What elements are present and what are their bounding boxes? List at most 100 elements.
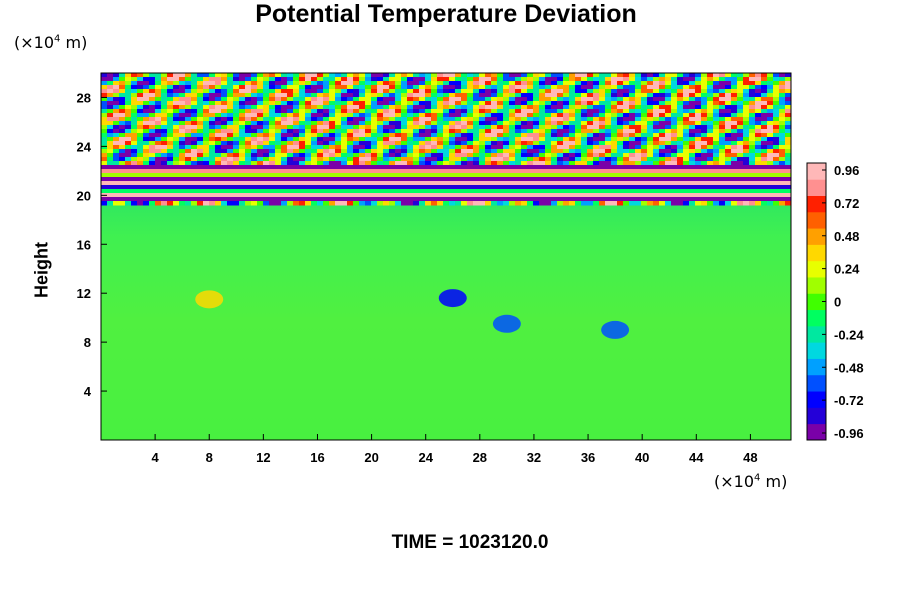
heatmap-cell [239,201,246,206]
heatmap-cell [539,113,546,118]
heatmap-cell [407,121,414,126]
heatmap-cell [215,73,222,78]
heatmap-cell [491,165,498,170]
heatmap-cell [635,125,642,130]
heatmap-cell [569,93,576,98]
heatmap-cell [287,173,294,178]
heatmap-cell [587,141,594,146]
heatmap-cell [761,161,768,166]
heatmap-cell [551,169,558,174]
heatmap-cell [113,197,120,202]
heatmap-cell [317,193,324,198]
heatmap-cell [143,169,150,174]
heatmap-cell [605,105,612,110]
heatmap-cell [407,181,414,186]
heatmap-cell [137,125,144,130]
heatmap-cell [575,181,582,186]
heatmap-cell [401,117,408,122]
heatmap-cell [509,153,516,158]
heatmap-cell [371,117,378,122]
heatmap-cell [539,169,546,174]
heatmap-cell [557,149,564,154]
heatmap-cell [719,173,726,178]
heatmap-cell [149,81,156,86]
heatmap-cell [443,145,450,150]
heatmap-cell [323,129,330,134]
heatmap-cell [653,109,660,114]
heatmap-cell [485,77,492,82]
heatmap-cell [119,201,126,206]
heatmap-cell [659,141,666,146]
heatmap-cell [479,73,486,78]
heatmap-cell [287,149,294,154]
heatmap-cell [143,121,150,126]
heatmap-cell [551,145,558,150]
heatmap-cell [281,165,288,170]
heatmap-cell [167,105,174,110]
heatmap-cell [407,77,414,82]
heatmap-cell [125,109,132,114]
heatmap-cell [287,125,294,130]
heatmap-cell [239,125,246,130]
heatmap-cell [371,189,378,194]
heatmap-cell [251,101,258,106]
heatmap-cell [299,149,306,154]
heatmap-cell [677,149,684,154]
heatmap-cell [419,89,426,94]
heatmap-cell [653,81,660,86]
heatmap-cell [167,185,174,190]
heatmap-cell [329,173,336,178]
heatmap-cell [389,125,396,130]
heatmap-cell [287,133,294,138]
heatmap-cell [695,121,702,126]
heatmap-cell [419,173,426,178]
heatmap-cell [773,77,780,82]
heatmap-cell [251,161,258,166]
heatmap-cell [227,129,234,134]
heatmap-cell [569,101,576,106]
heatmap-cell [575,153,582,158]
x-tick-label: 12 [256,450,270,465]
heatmap-cell [503,153,510,158]
heatmap-cell [605,117,612,122]
heatmap-cell [665,169,672,174]
heatmap-cell [335,145,342,150]
heatmap-cell [551,105,558,110]
heatmap-cell [539,201,546,206]
heatmap-cell [287,193,294,198]
heatmap-cell [305,113,312,118]
heatmap-cell [731,81,738,86]
heatmap-cell [455,129,462,134]
heatmap-cell [623,89,630,94]
heatmap-cell [641,189,648,194]
heatmap-cell [617,153,624,158]
heatmap-cell [173,105,180,110]
heatmap-cell [593,169,600,174]
heatmap-cell [281,145,288,150]
heatmap-cell [353,85,360,90]
heatmap-cell [743,89,750,94]
heatmap-cell [695,109,702,114]
heatmap-cell [395,137,402,142]
heatmap-cell [323,85,330,90]
heatmap-cell [677,89,684,94]
heatmap-cell [107,113,114,118]
heatmap-cell [653,93,660,98]
heatmap-cell [539,73,546,78]
heatmap-cell [311,145,318,150]
y-unit-exponent: 4 [54,33,61,45]
heatmap-cell [269,81,276,86]
heatmap-cell [311,93,318,98]
heatmap-cell [641,97,648,102]
heatmap-cell [101,105,108,110]
heatmap-cell [683,141,690,146]
heatmap-cell [323,181,330,186]
heatmap-cell [359,121,366,126]
heatmap-cell [347,77,354,82]
heatmap-cell [275,89,282,94]
heatmap-cell [551,157,558,162]
heatmap-cell [389,137,396,142]
heatmap-cell [161,129,168,134]
heatmap-cell [659,137,666,142]
heatmap-cell [479,197,486,202]
